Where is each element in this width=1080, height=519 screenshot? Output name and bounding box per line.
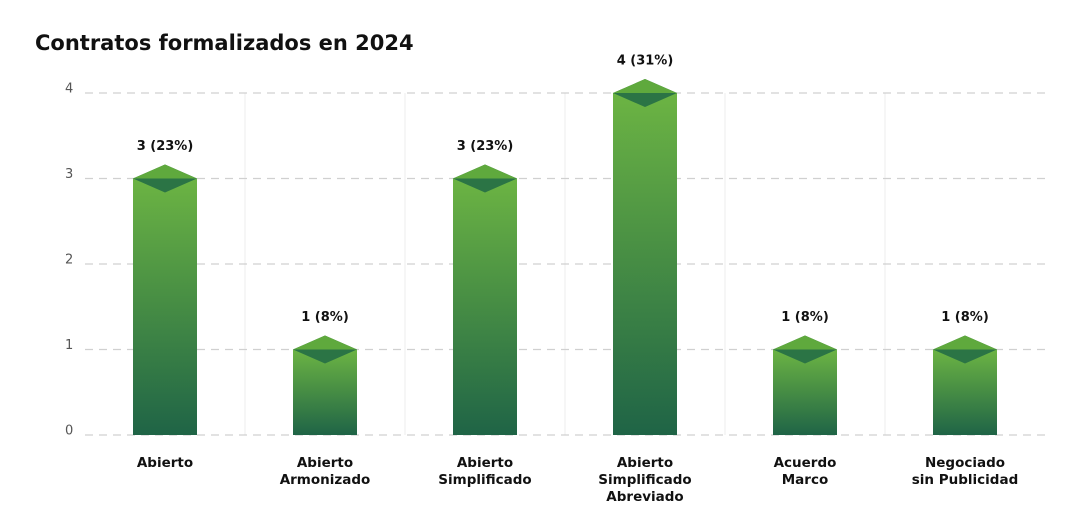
- value-label: 1 (8%): [301, 310, 349, 325]
- bar-cap-top: [933, 335, 997, 350]
- y-tick-label: 4: [65, 82, 73, 97]
- x-tick-label: Abierto Simplificado Abreviado: [598, 455, 691, 505]
- x-tick-label: Abierto Simplificado: [438, 455, 531, 488]
- x-tick-label: Abierto Armonizado: [280, 455, 371, 488]
- bar-cap-top: [773, 335, 837, 350]
- value-label: 4 (31%): [617, 54, 674, 69]
- bar: [933, 349, 997, 435]
- x-tick-label: Acuerdo Marco: [774, 455, 837, 488]
- bar: [293, 349, 357, 435]
- value-label: 1 (8%): [941, 310, 989, 325]
- bar-cap-top: [613, 79, 677, 93]
- bar: [773, 349, 837, 435]
- chart-title: Contratos formalizados en 2024: [35, 31, 414, 55]
- value-label: 1 (8%): [781, 310, 829, 325]
- y-tick-label: 0: [65, 424, 73, 439]
- value-label: 3 (23%): [457, 139, 514, 154]
- bar: [613, 93, 677, 435]
- bar: [133, 178, 197, 435]
- bar-cap-top: [453, 164, 517, 179]
- y-tick-label: 2: [65, 253, 73, 268]
- value-label: 3 (23%): [137, 139, 194, 154]
- y-tick-label: 1: [65, 338, 73, 353]
- x-tick-label: Negociado sin Publicidad: [912, 455, 1018, 488]
- bar-cap-top: [133, 164, 197, 179]
- y-tick-label: 3: [65, 167, 73, 182]
- x-tick-label: Abierto: [137, 455, 193, 471]
- bar-cap-top: [293, 335, 357, 350]
- bar: [453, 178, 517, 435]
